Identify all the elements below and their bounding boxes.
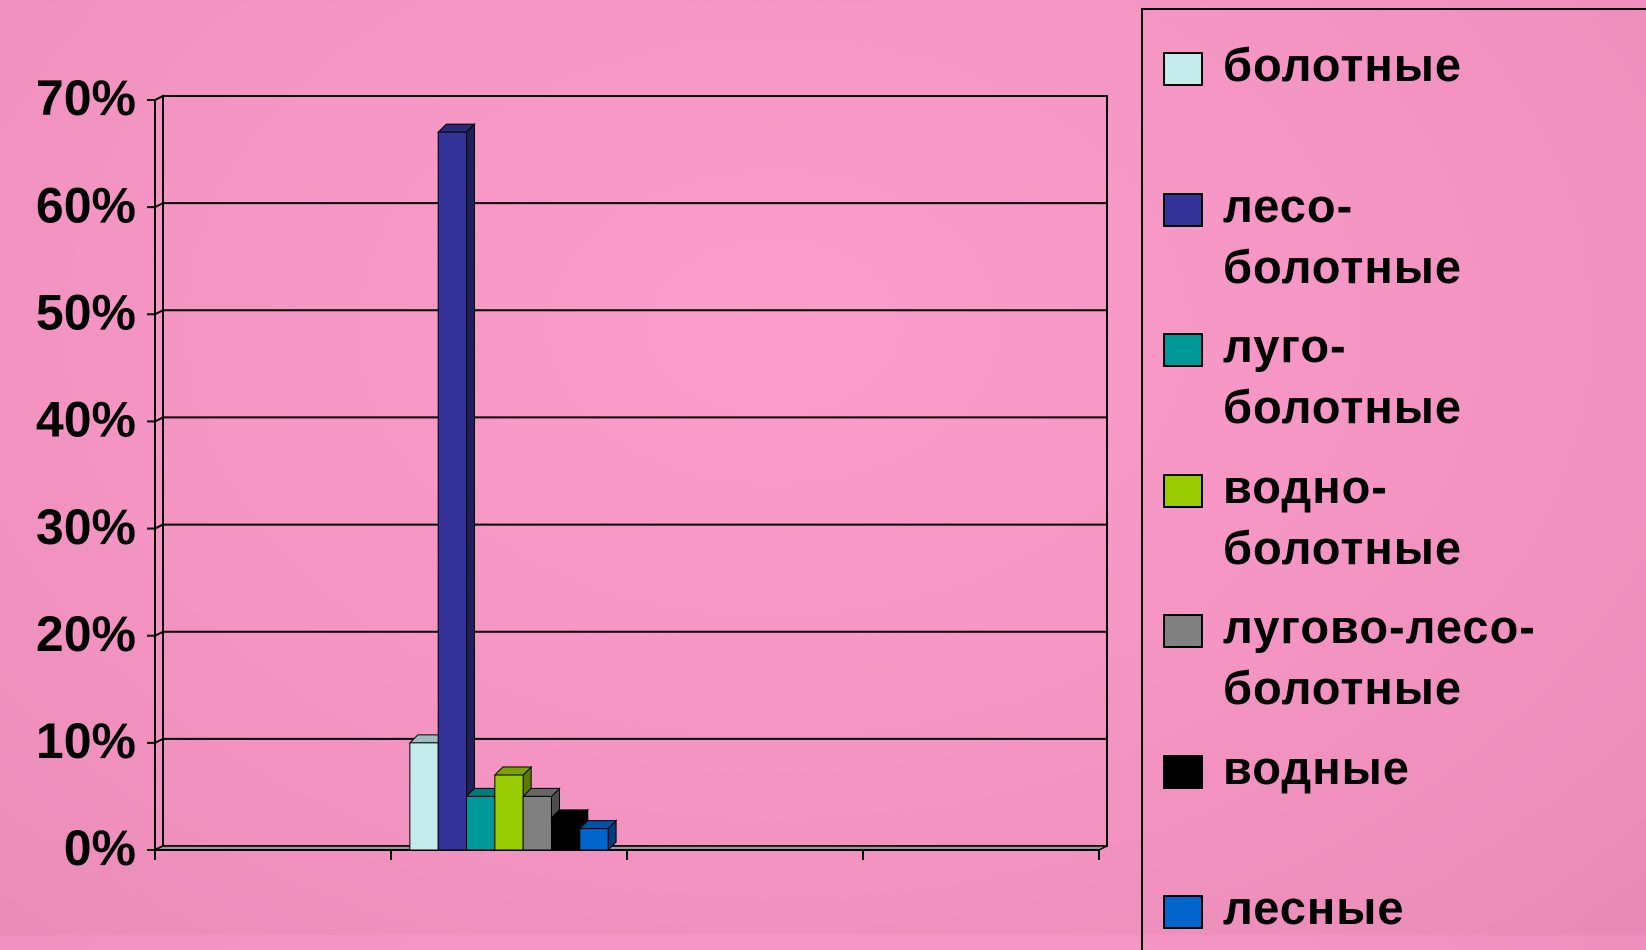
legend-swatch (1163, 192, 1203, 227)
left-wall (154, 94, 164, 852)
legend-label: водные (1223, 740, 1410, 794)
grid-line (154, 95, 164, 101)
legend-swatch (1163, 895, 1203, 929)
legend-label: луго- болотные (1223, 319, 1463, 433)
y-tick-label: 30% (36, 499, 136, 555)
chart: 0% 10% 20% 30% 40% 50% 60% 70% (36, 70, 1108, 876)
bar (409, 742, 439, 851)
y-tick-label: 70% (36, 70, 136, 126)
grid-line (154, 737, 164, 744)
y-tick-label: 40% (36, 392, 136, 448)
y-tick-label: 10% (36, 713, 136, 769)
legend-label: болотные (1223, 38, 1463, 91)
legend-label: водно- болотные (1223, 459, 1463, 574)
y-tick-label: 0% (64, 820, 136, 876)
bar-side (466, 122, 476, 852)
bar (522, 795, 552, 851)
legend-swatch (1163, 754, 1203, 789)
legend: болотные лесо- болотные луго- болотные водн… (1141, 8, 1646, 950)
legend-swatch (1163, 614, 1203, 648)
grid-line (154, 309, 164, 316)
y-tick-label: 20% (36, 606, 136, 662)
bar (579, 828, 609, 851)
legend-label: лесо- болотные (1223, 178, 1463, 293)
legend-label: лесные (1223, 881, 1405, 934)
legend-swatch (1163, 473, 1203, 508)
y-tick-label: 60% (36, 177, 136, 233)
bar (437, 131, 468, 851)
grid-line (154, 523, 164, 530)
grid-line (154, 202, 164, 209)
bar (550, 817, 581, 851)
grid-line (154, 630, 164, 637)
bar (494, 774, 524, 851)
y-tick-label: 50% (36, 284, 136, 340)
legend-swatch (1163, 333, 1203, 367)
back-wall (162, 95, 1108, 847)
grid-line (154, 416, 164, 423)
legend-swatch (1163, 52, 1203, 86)
legend-label: лугово-лесо- болотные (1223, 600, 1536, 714)
bar (466, 795, 496, 851)
